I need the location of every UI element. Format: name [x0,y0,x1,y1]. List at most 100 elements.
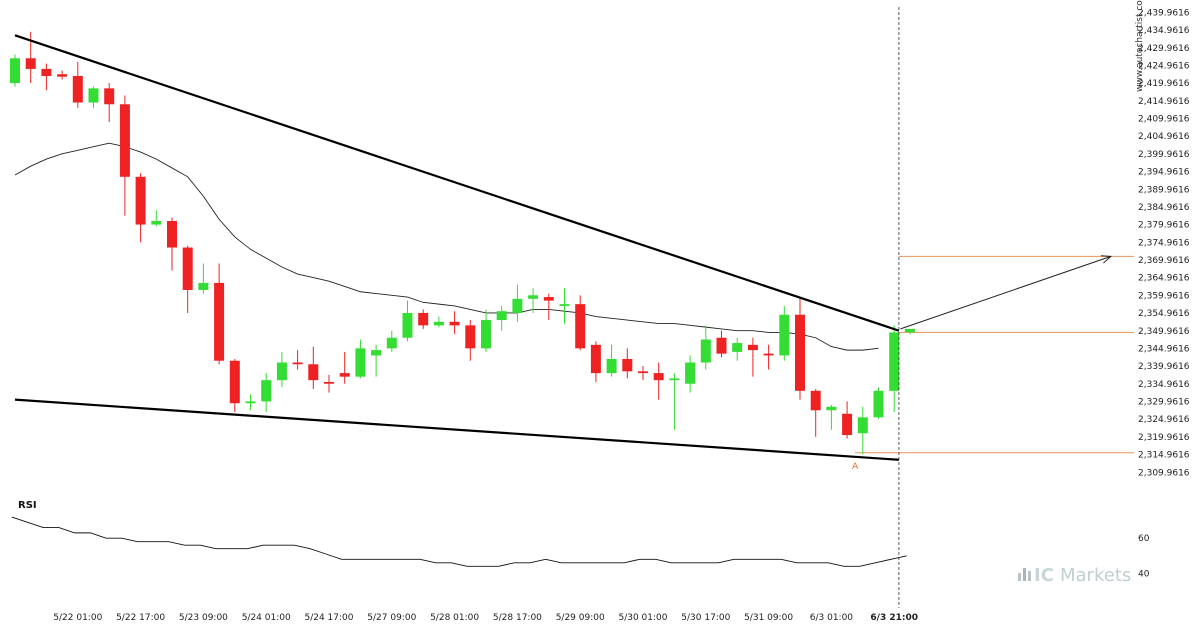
candle [104,83,115,122]
candle [339,351,350,384]
candle-body [606,358,617,374]
candle [559,288,570,324]
rsi-tick-label: 40 [1138,569,1150,579]
candle [167,217,177,271]
candle [716,330,727,358]
y-tick-label: 2,334.9616 [1138,380,1190,390]
candle [324,374,334,393]
brand-suffix: Markets [1060,565,1131,586]
candle-body [732,343,743,352]
brand-prefix: IC [1034,565,1054,586]
y-tick-label: 2,394.9616 [1138,168,1190,178]
x-tick-label: 5/24 17:00 [304,613,353,623]
candle-body [119,104,130,177]
y-tick-label: 2,319.9616 [1138,433,1190,443]
candle [182,245,193,313]
candle [151,210,162,227]
x-tick-label: 5/23 09:00 [179,613,228,623]
y-tick-label: 2,349.9616 [1138,327,1190,337]
candle-body [857,417,868,434]
candle [638,366,648,381]
candle-body [10,58,20,84]
y-tick-label: 2,434.9616 [1138,26,1190,36]
candle-body [198,282,209,290]
y-tick-label: 2,309.9616 [1138,468,1190,478]
candle [481,309,491,352]
candle-body [57,74,68,77]
candle [795,297,805,400]
triangle-lower-line [14,398,899,461]
candle [119,95,130,216]
candle-body [622,358,633,372]
candle [371,344,382,377]
candle-body [700,339,711,363]
candle-body [512,298,523,313]
candle [873,387,884,420]
x-tick-label: 5/24 01:00 [242,613,291,623]
candle [245,394,256,411]
candle [135,173,146,243]
candle-body [245,401,256,404]
moving-average-line [14,142,879,351]
candle-body [826,406,837,411]
y-tick-label: 2,364.9616 [1138,274,1190,284]
candle [763,344,774,370]
x-tick-label: 5/22 17:00 [116,613,165,623]
y-tick-label: 2,399.9616 [1138,150,1190,160]
candle-body [685,362,696,384]
y-tick-label: 2,384.9616 [1138,203,1190,213]
price-panel: A [10,31,1134,472]
candle [88,86,99,108]
forecast-arrow-head [1100,255,1113,264]
x-tick-label: 5/30 01:00 [618,613,667,623]
rsi-tick-label: 60 [1138,534,1150,544]
candle [57,70,68,80]
y-tick-label: 2,374.9616 [1138,238,1190,248]
candle [826,404,837,430]
y-tick-label: 2,419.9616 [1138,79,1190,89]
y-tick-label: 2,379.9616 [1138,221,1190,231]
y-tick-label: 2,329.9616 [1138,398,1190,408]
candle-body [653,373,664,381]
candle-body [889,332,900,391]
candle [261,373,272,413]
candle-body [229,360,240,404]
candle [622,348,633,379]
x-tick-label: 6/3 01:00 [810,613,854,623]
candle [857,406,868,455]
brand-logo: IC Markets [1018,565,1131,586]
candle-body [72,75,83,103]
candle [732,337,743,361]
candle-body [433,321,444,326]
candle-body [324,381,334,384]
candle-body [261,380,272,402]
candle [543,293,554,321]
candle-body [528,295,539,299]
candle [512,284,523,322]
candle-body [418,312,429,326]
x-tick-label: 5/29 09:00 [556,613,605,623]
candle [276,351,287,388]
candle-body [167,221,177,248]
x-tick-label: 5/30 17:00 [681,613,730,623]
candle-body [25,58,36,69]
candle-body [339,373,350,377]
pattern-marker-label: A [852,462,859,472]
candle-body [214,282,225,361]
candle-body [292,362,303,365]
candle-body [873,390,884,418]
y-tick-label: 2,424.9616 [1138,62,1190,72]
candle-body [779,314,790,356]
candle [41,63,52,91]
y-tick-label: 2,359.9616 [1138,291,1190,301]
candle [355,339,366,379]
rsi-title: RSI [18,500,37,511]
y-tick-label: 2,369.9616 [1138,256,1190,266]
candle-body [638,371,648,374]
candle [606,344,617,377]
candle [229,358,240,413]
candle [465,320,476,361]
y-tick-label: 2,314.9616 [1138,451,1190,461]
x-tick-label: 6/3 21:00 [870,613,918,623]
